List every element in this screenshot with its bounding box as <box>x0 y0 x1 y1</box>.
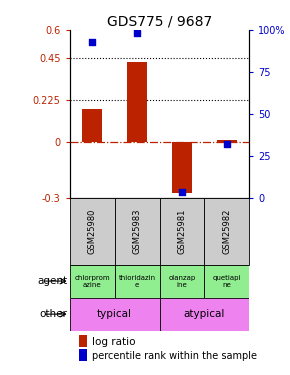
Point <box>135 30 139 36</box>
Text: GSM25982: GSM25982 <box>222 209 231 254</box>
Text: log ratio: log ratio <box>92 337 135 347</box>
Point <box>90 39 94 45</box>
Text: atypical: atypical <box>184 309 225 319</box>
Text: GSM25981: GSM25981 <box>177 209 186 254</box>
Text: quetiapi
ne: quetiapi ne <box>213 274 241 288</box>
Text: agent: agent <box>37 276 67 286</box>
Bar <box>204 198 249 264</box>
Text: other: other <box>39 309 67 319</box>
Text: GSM25983: GSM25983 <box>133 209 142 254</box>
Bar <box>79 334 87 346</box>
Bar <box>82 109 102 142</box>
Text: olanzap
ine: olanzap ine <box>168 274 195 288</box>
Point <box>180 189 184 195</box>
Bar <box>172 142 192 193</box>
Bar <box>70 198 115 264</box>
Bar <box>70 298 160 331</box>
Bar <box>160 298 249 331</box>
Bar <box>115 264 160 298</box>
Bar <box>160 264 204 298</box>
Bar <box>217 140 237 142</box>
Bar <box>79 349 87 361</box>
Text: percentile rank within the sample: percentile rank within the sample <box>92 351 257 361</box>
Text: typical: typical <box>97 309 132 319</box>
Bar <box>160 198 204 264</box>
Bar <box>204 264 249 298</box>
Bar <box>70 264 115 298</box>
Text: chlorprom
azine: chlorprom azine <box>74 274 110 288</box>
Text: thioridazin
e: thioridazin e <box>118 274 156 288</box>
Title: GDS775 / 9687: GDS775 / 9687 <box>107 15 212 29</box>
Point <box>224 141 229 147</box>
Bar <box>115 198 160 264</box>
Text: GSM25980: GSM25980 <box>88 209 97 254</box>
Bar <box>127 62 147 142</box>
